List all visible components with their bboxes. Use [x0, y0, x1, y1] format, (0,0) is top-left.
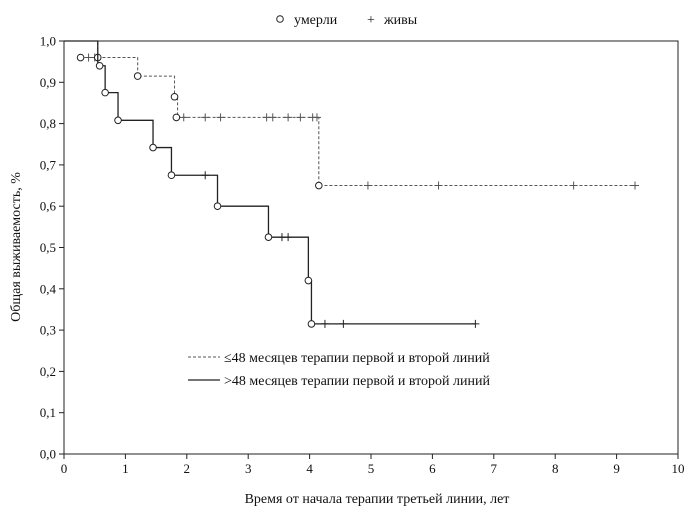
y-tick-label: 0,2 — [40, 364, 56, 379]
series-2-censored-marker — [320, 319, 329, 328]
series-1-censored-marker — [179, 113, 188, 122]
x-tick-label: 1 — [122, 461, 129, 476]
series-2-death-marker — [213, 202, 222, 210]
x-tick-label: 0 — [61, 461, 68, 476]
x-tick-label: 4 — [306, 461, 313, 476]
y-tick-label: 0,5 — [40, 240, 56, 255]
y-tick-label: 0,9 — [40, 75, 56, 90]
series-2-survival-line — [64, 40, 476, 325]
y-tick-label: 1,0 — [40, 34, 56, 49]
series-layer — [64, 40, 640, 328]
plot-frame — [63, 40, 679, 455]
series-1-censored-marker — [216, 113, 225, 122]
series-2-death-marker — [149, 143, 157, 152]
died-legend-label: умерли — [294, 13, 338, 28]
y-tick-label: 0,8 — [40, 116, 56, 131]
y-tick-label: 0,0 — [40, 447, 56, 462]
series-1-censored-marker — [312, 113, 321, 122]
series-2-censored-marker — [284, 233, 293, 242]
series-2-censored-marker — [471, 319, 480, 328]
x-tick-label: 2 — [184, 461, 191, 476]
x-tick-label: 9 — [613, 461, 620, 476]
y-tick-label: 0,3 — [40, 323, 56, 338]
y-tick-label: 0,1 — [40, 405, 56, 420]
series-1-censored-marker — [434, 181, 443, 190]
series-1-death-marker — [170, 92, 179, 101]
legend-layer: умерли + живы ≤48 месяцев терапии первой… — [188, 13, 490, 389]
series-1-death-marker — [315, 181, 323, 190]
series-1-death-marker — [76, 53, 85, 62]
series-1-censored-marker — [201, 113, 210, 122]
x-tick-label: 6 — [429, 461, 436, 476]
series-2-death-marker — [304, 276, 313, 285]
series-2-death-marker — [307, 320, 316, 328]
series-2-death-marker — [167, 171, 176, 180]
y-tick-label: 0,7 — [40, 157, 57, 172]
series-1-censored-marker — [296, 113, 305, 122]
series-1-censored-marker — [268, 113, 277, 122]
series-2-death-marker — [101, 88, 109, 97]
x-tick-label: 3 — [245, 461, 252, 476]
series-1-legend-label: ≤48 месяцев терапии первой и второй лини… — [224, 351, 490, 366]
series-2-censored-marker — [201, 171, 210, 180]
x-tick-label: 8 — [552, 461, 559, 476]
series-1-death-marker — [133, 72, 142, 80]
series-2-death-marker — [114, 116, 122, 125]
axes-layer: 0 1 2 3 4 5 6 7 8 9 10 0,0 0,1 0,2 0,3 0,4 0,5 0,6 0,7 0,8 0… — [40, 34, 685, 477]
series-2-censored-marker — [339, 319, 348, 328]
series-1-death-marker — [172, 113, 181, 122]
x-tick-label: 7 — [491, 461, 498, 476]
died-legend-marker — [276, 15, 284, 23]
series-1-censored-marker — [284, 113, 293, 122]
y-axis-label: Общая выживаемость, % — [9, 172, 24, 322]
y-tick-label: 0,4 — [40, 281, 57, 296]
x-axis-label: Время от начала терапии третьей линии, л… — [245, 492, 510, 507]
series-2-death-marker — [264, 233, 273, 241]
series-1-censored-marker — [363, 181, 372, 190]
series-2-death-marker — [95, 61, 104, 70]
series-2-legend-label: >48 месяцев терапии первой и второй лини… — [224, 374, 490, 389]
alive-legend-label: живы — [383, 13, 418, 28]
alive-legend-symbol: + — [367, 13, 375, 28]
series-1-censored-marker — [569, 181, 578, 190]
series-1-censored-marker — [631, 181, 640, 190]
series-1-survival-line — [64, 40, 636, 187]
y-tick-label: 0,6 — [40, 199, 57, 214]
x-tick-label: 10 — [672, 461, 685, 476]
x-tick-label: 5 — [368, 461, 375, 476]
